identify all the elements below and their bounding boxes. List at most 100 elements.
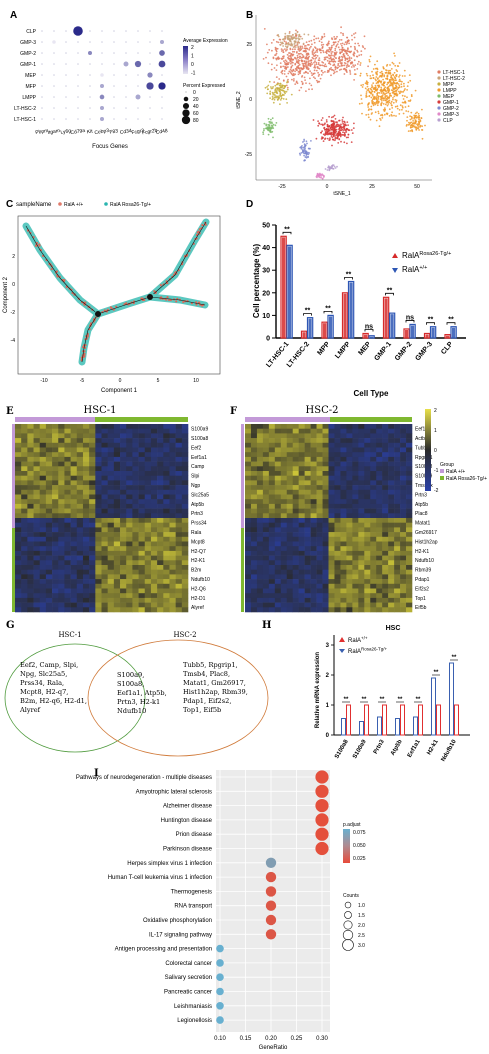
panel-b-point [285, 98, 288, 101]
heatmap-cell [352, 475, 359, 481]
panel-a-empty-dot [161, 118, 163, 120]
venn-circle-hsc1 [4, 643, 146, 753]
panel-b-point [351, 34, 353, 37]
heatmap-cell [70, 471, 78, 476]
heatmap-cell [150, 569, 158, 575]
heatmap-cell [95, 466, 102, 472]
heatmap-cell [21, 447, 28, 453]
panel-b-point [353, 51, 355, 54]
panel-b-point [288, 31, 291, 33]
heatmap-cell [394, 480, 401, 486]
heatmap-cell [245, 555, 252, 561]
heatmap-cell [370, 480, 377, 486]
panel-h-ytick-label: 0 [326, 733, 330, 739]
heatmap-cell [95, 532, 102, 538]
heatmap-cell [286, 583, 294, 589]
heatmap-cell [169, 442, 176, 448]
heatmap-gene-label: Alyref [191, 605, 204, 611]
panel-f-scale-tick: 1 [434, 428, 437, 434]
heatmap-cell [15, 466, 22, 472]
panel-d-bar-fill [431, 327, 435, 338]
heatmap-cell [33, 546, 41, 552]
heatmap-cell [256, 550, 264, 556]
panel-b-point [388, 101, 391, 104]
heatmap-cell [132, 560, 139, 566]
heatmap-cell [280, 541, 288, 547]
panel-c-xtick: 10 [193, 378, 199, 384]
heatmap-cell [370, 602, 377, 608]
panel-b-point [343, 55, 346, 58]
heatmap-cell [250, 433, 258, 439]
heatmap-cell [113, 471, 121, 476]
heatmap-cell [163, 433, 170, 439]
heatmap-cell [70, 428, 78, 434]
heatmap-cell [340, 555, 347, 561]
heatmap-cell [126, 518, 133, 523]
panel-d-xlabel: Cell Type [354, 389, 390, 398]
heatmap-cell [364, 513, 371, 519]
panel-b-point [297, 62, 300, 64]
heatmap-cell [33, 447, 41, 453]
heatmap-cell [95, 503, 102, 509]
heatmap-cell [370, 461, 377, 467]
heatmap-cell [388, 602, 395, 608]
heatmap-cell [280, 588, 288, 594]
panel-b-point [346, 40, 349, 42]
heatmap-cell [175, 541, 183, 547]
panel-a-empty-dot [125, 41, 127, 43]
heatmap-cell [310, 452, 317, 458]
venn-left-gene-line: Eef2, Camp, Slpi, [20, 661, 78, 669]
heatmap-cell [120, 560, 127, 566]
heatmap-cell [126, 527, 133, 533]
heatmap-cell [298, 499, 305, 505]
heatmap-cell [64, 593, 71, 599]
heatmap-cell [382, 499, 389, 505]
heatmap-cell [304, 569, 311, 575]
heatmap-cell [340, 461, 347, 467]
panel-b-point [328, 130, 331, 132]
panel-b-point [314, 64, 316, 66]
panel-b-point [381, 72, 384, 75]
heatmap-cell [286, 574, 294, 580]
panel-a-cell-label: CLP [26, 29, 36, 35]
panel-b-point [297, 60, 300, 63]
heatmap-cell [280, 461, 288, 467]
panel-b-point [308, 55, 310, 58]
panel-a-empty-dot [77, 118, 79, 120]
panel-b-point [270, 87, 273, 90]
heatmap-cell [95, 579, 102, 585]
heatmap-cell [274, 541, 282, 547]
heatmap-cell [310, 518, 317, 523]
heatmap-cell [316, 424, 323, 429]
panel-b-point [266, 86, 268, 88]
panel-b-point [305, 41, 308, 44]
heatmap-cell [274, 560, 282, 566]
heatmap-cell [250, 536, 258, 542]
heatmap-cell [334, 466, 341, 472]
panel-b-point [409, 115, 411, 117]
panel-i-color-title: p.adjust [343, 822, 361, 828]
heatmap-gene-label: H2-Q7 [191, 549, 206, 555]
heatmap-cell [21, 480, 28, 486]
heatmap-cell [334, 602, 341, 608]
heatmap-cell [138, 602, 146, 608]
heatmap-gene-label: Eef2 [191, 445, 202, 451]
panel-a-empty-dot [77, 85, 79, 87]
heatmap-cell [268, 522, 276, 528]
panel-b-ytick: 0 [249, 97, 252, 103]
heatmap-cell [120, 508, 127, 514]
panel-f-scale-tick: 2 [434, 408, 437, 414]
panel-f-side-bar-b [241, 528, 244, 612]
heatmap-cell [262, 499, 270, 505]
panel-b-point [364, 47, 366, 50]
heatmap-cell [113, 475, 121, 481]
heatmap-cell [157, 428, 164, 434]
heatmap-cell [120, 452, 127, 458]
panel-a-dot [146, 82, 154, 90]
panel-b-point [380, 99, 383, 102]
panel-a-empty-dot [53, 63, 55, 65]
heatmap-cell [322, 456, 329, 462]
panel-b-point [421, 129, 423, 131]
heatmap-cell [64, 433, 71, 439]
panel-b-point [276, 96, 279, 98]
